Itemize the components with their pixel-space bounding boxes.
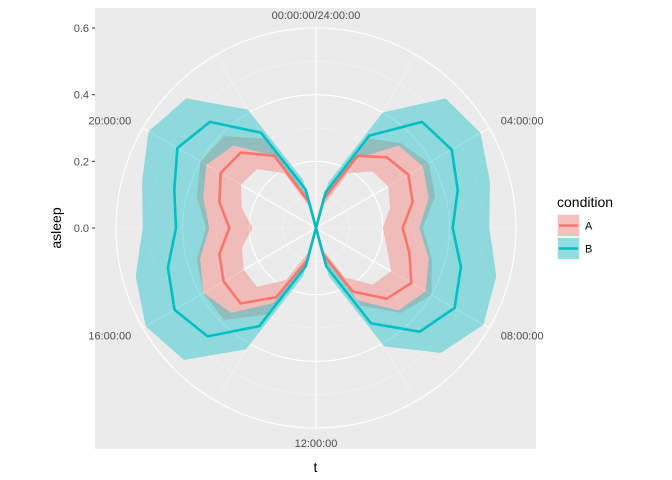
grid-spoke	[215, 227, 317, 402]
y-tick-label: 0.0	[74, 223, 89, 235]
ribbon-B	[135, 98, 497, 361]
grid-spoke	[142, 127, 317, 229]
y-axis: 0.0 0.2 0.4 0.6	[74, 23, 95, 235]
y-axis-title: asleep	[48, 207, 64, 248]
angle-tick-label: 08:00:00	[501, 331, 544, 343]
angle-tick-label: 12:00:00	[295, 438, 338, 450]
lines	[166, 120, 463, 338]
grid-spoke	[215, 54, 317, 229]
angle-labels: 00:00:00/24:00:00 04:00:00 08:00:00 12:00:0…	[88, 10, 543, 450]
legend: condition AB	[557, 194, 613, 260]
angle-tick-label: 04:00:00	[501, 116, 544, 128]
ribbon-A	[196, 136, 436, 320]
x-axis-title: t	[314, 459, 318, 475]
grid-spoke	[315, 127, 490, 229]
series-line-B	[166, 120, 463, 338]
y-tick-label: 0.2	[74, 156, 89, 168]
grid-spoke	[315, 227, 490, 329]
y-tick-label: 0.6	[74, 23, 89, 35]
angle-tick-label: 16:00:00	[88, 331, 131, 343]
grid-spoke	[142, 227, 317, 329]
legend-title: condition	[557, 194, 613, 210]
legend-item-A: A	[557, 214, 593, 237]
legend-items: AB	[557, 214, 593, 260]
y-tick-label: 0.4	[74, 90, 89, 102]
ribbons	[135, 98, 497, 361]
grid	[115, 27, 517, 429]
angle-tick-label: 00:00:00/24:00:00	[272, 10, 361, 22]
angle-tick-label: 20:00:00	[88, 116, 131, 128]
legend-label: A	[585, 221, 593, 233]
legend-label: B	[585, 244, 592, 256]
legend-item-B: B	[557, 237, 592, 260]
grid-spoke	[315, 227, 417, 402]
